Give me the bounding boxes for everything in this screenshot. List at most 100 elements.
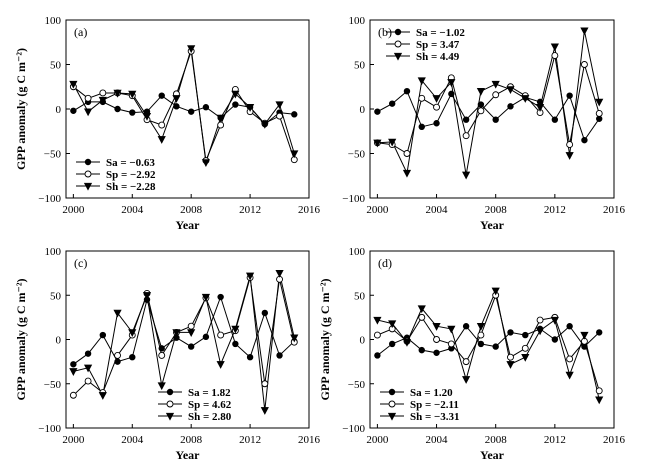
legend-marker [388, 388, 396, 396]
panel-a: 2000 2004 2008 2012 2016 −100 −50 0 50 100 Year GPP… [14, 15, 321, 232]
legend-entry: Sp = 3.47 [416, 39, 460, 51]
series-line [73, 295, 295, 365]
x-tick-label: 2016 [298, 434, 321, 446]
data-point [129, 354, 136, 361]
data-point [566, 141, 574, 149]
data-point [491, 287, 500, 296]
x-tick-label: 2004 [121, 434, 144, 446]
series-line [377, 55, 600, 155]
x-tick-label: 2016 [298, 204, 321, 216]
data-point [492, 91, 500, 99]
series-line [73, 272, 295, 411]
data-point [418, 94, 426, 102]
data-point [550, 43, 559, 52]
data-point [432, 95, 441, 103]
data-point [507, 353, 514, 361]
data-point [447, 79, 456, 87]
legend-entry: Sh = 2.80 [188, 411, 232, 423]
data-point [536, 98, 544, 106]
data-point [595, 98, 604, 107]
data-point [291, 111, 298, 118]
data-point [158, 351, 166, 359]
data-point [261, 309, 269, 317]
data-point [84, 350, 92, 357]
x-axis-label: Year [176, 448, 201, 462]
y-axis-label: GPP anomaly (g C m⁻²) [318, 279, 332, 401]
data-point [373, 139, 382, 148]
data-point [70, 107, 77, 114]
panel-label: (d) [378, 256, 392, 270]
data-point [595, 396, 604, 405]
data-point [477, 331, 485, 339]
data-point [99, 89, 107, 97]
x-tick-label: 2004 [426, 204, 449, 216]
data-point [462, 132, 470, 140]
data-point [447, 340, 455, 348]
data-point [69, 80, 78, 89]
series-line [73, 51, 295, 163]
data-point [142, 292, 152, 300]
data-point [216, 361, 225, 369]
legend-entry: Sh = −3.31 [410, 411, 460, 423]
x-tick-label: 2000 [366, 204, 389, 216]
data-point [217, 121, 225, 129]
legend-entry: Sh = −2.28 [106, 181, 156, 193]
y-tick-label: 50 [354, 60, 366, 72]
x-tick-label: 2012 [239, 434, 261, 446]
x-tick-label: 2008 [180, 204, 203, 216]
legend-entry: Sa = 1.20 [410, 387, 453, 399]
x-tick-label: 2016 [603, 204, 626, 216]
data-point [507, 103, 514, 110]
y-axis-label: GPP anomaly (g C m⁻²) [14, 279, 28, 401]
data-point [231, 325, 240, 334]
y-tick-label: −100 [38, 193, 61, 205]
data-point [84, 377, 92, 385]
x-axis-label: Year [176, 218, 201, 232]
legend-entry: Sh = 4.49 [416, 51, 460, 63]
y-tick-label: 100 [349, 15, 366, 27]
x-tick-label: 2012 [239, 204, 261, 216]
y-tick-label: −50 [348, 379, 366, 391]
data-point [476, 323, 486, 331]
data-point [418, 313, 426, 321]
data-point [261, 380, 269, 388]
data-point [522, 331, 529, 339]
data-point [129, 109, 136, 116]
x-tick-label: 2008 [485, 434, 508, 446]
panel-label: (a) [74, 25, 87, 39]
data-point [462, 171, 471, 180]
data-point [187, 343, 195, 350]
x-tick-label: 2016 [603, 434, 626, 446]
data-point [128, 329, 137, 338]
data-point [448, 90, 455, 98]
data-point [113, 89, 122, 98]
data-point [551, 116, 559, 123]
y-tick-label: 50 [50, 60, 62, 72]
data-point [245, 272, 255, 281]
data-point [388, 138, 397, 147]
data-point [260, 120, 269, 129]
panel-d: 2000 2004 2008 2012 2016 −100 −50 0 50 100 Year GPP… [318, 246, 626, 462]
legend-entry: Sa = −0.63 [106, 157, 155, 169]
series-line [377, 289, 600, 400]
data-point [83, 364, 93, 373]
y-tick-label: 100 [45, 15, 62, 27]
data-point [476, 88, 486, 96]
data-point [158, 121, 166, 129]
x-tick-label: 2000 [62, 434, 85, 446]
x-tick-label: 2004 [426, 434, 449, 446]
panel-label: (b) [378, 25, 392, 39]
y-tick-label: −100 [342, 423, 365, 435]
data-point [114, 105, 121, 113]
legend-marker [394, 28, 402, 36]
legend-marker [387, 412, 397, 421]
data-point [595, 387, 603, 395]
data-point [536, 316, 544, 324]
data-point [550, 316, 559, 325]
legend-entry: Sp = −2.92 [106, 169, 156, 181]
data-point [388, 100, 396, 107]
data-point [596, 329, 603, 336]
data-point [402, 169, 412, 178]
